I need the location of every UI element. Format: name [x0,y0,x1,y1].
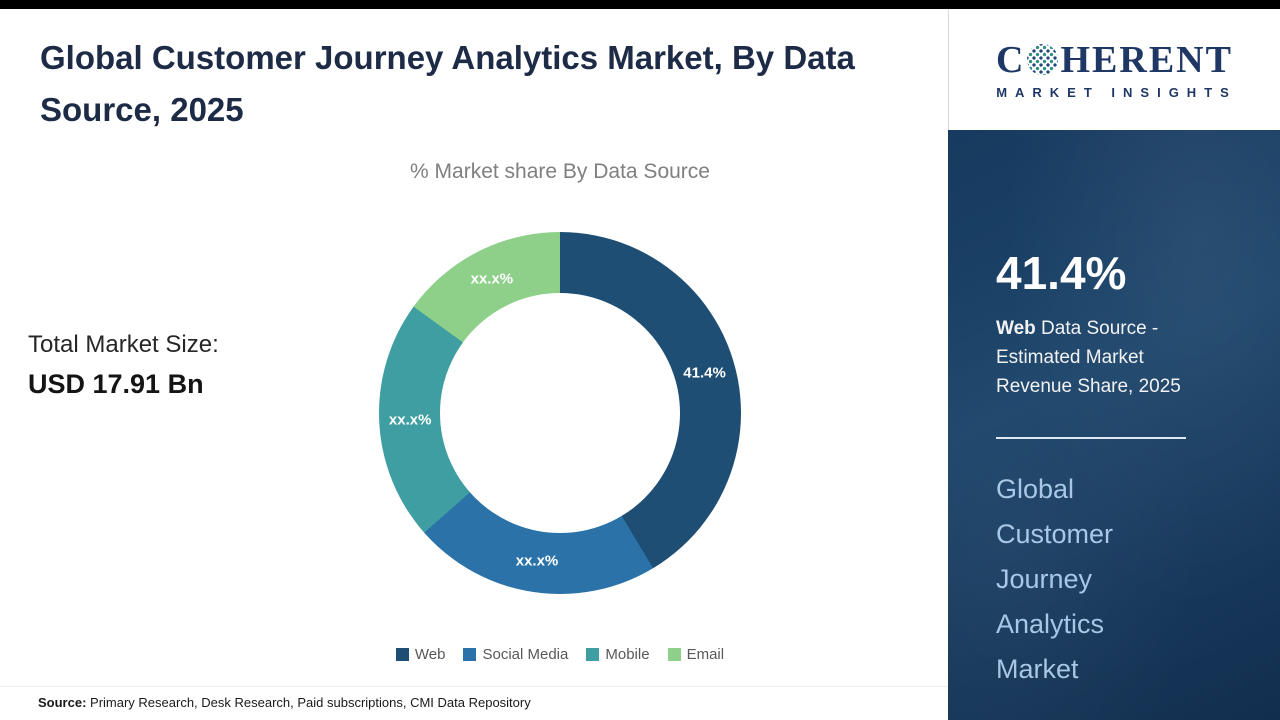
legend-label: Mobile [605,646,650,663]
donut-segment-label: xx.x% [515,552,559,570]
brand-logo-post: HERENT [1060,38,1233,81]
donut-segment-label: 41.4% [683,364,726,382]
legend-swatch [395,648,409,661]
panel-body: 41.4% Web Data Source - Estimated Market… [948,130,1280,720]
chart-subtitle: % Market share By Data Source [410,160,710,183]
chart-legend: Web Social Media Mobile Email [349,646,771,663]
chart-area: Global Customer Journey Analytics Market… [0,39,948,720]
stat-desc-bold: Web [996,318,1036,339]
donut-segment-label: xx.x% [388,411,432,429]
donut-segment-label: xx.x% [470,270,514,288]
legend-label: Web [414,646,446,663]
donut-hole [440,293,680,533]
market-size-label: Total Market Size: [28,331,219,358]
page-title: Global Customer Journey Analytics Market… [40,39,855,128]
legend-item: Social Media [463,646,568,663]
legend-item: Email [667,646,725,663]
legend-label: Email [686,646,725,663]
brand-logo-pre: C [996,38,1026,81]
source-text: Primary Research, Desk Research, Paid su… [86,695,531,710]
legend-item: Mobile [586,646,650,663]
legend-swatch [586,648,600,661]
panel-market-title: Global Customer Journey Analytics Market [996,474,1114,684]
total-market-size: Total Market Size: USD 17.91 Bn [28,326,219,404]
source-label: Source: [38,695,87,710]
legend-item: Web [395,646,446,663]
highlight-stat-value: 41.4% [996,247,1127,299]
brand-logo: C HERENT MARKET INSIGHTS [948,9,1280,130]
stat-desc-rest: Data Source - Estimated Market Revenue S… [996,318,1181,397]
brand-logo-line2: MARKET INSIGHTS [996,84,1237,100]
right-panel: C HERENT MARKET INSIGHTS 41.4% Web Data S… [948,9,1280,720]
panel-divider [996,437,1186,439]
globe-icon [1027,43,1059,75]
donut-chart-wrap: 41.4% xx.x% xx.x% xx.x% [379,232,741,594]
top-black-bar [0,0,1280,9]
legend-swatch [667,648,681,661]
brand-logo-line1: C HERENT [996,40,1233,80]
source-footer: Source: Primary Research, Desk Research,… [0,686,948,720]
legend-swatch [463,648,477,661]
market-size-value: USD 17.91 Bn [28,369,204,399]
legend-label: Social Media [482,646,569,663]
highlight-stat-desc: Web Data Source - Estimated Market Reven… [996,314,1196,401]
